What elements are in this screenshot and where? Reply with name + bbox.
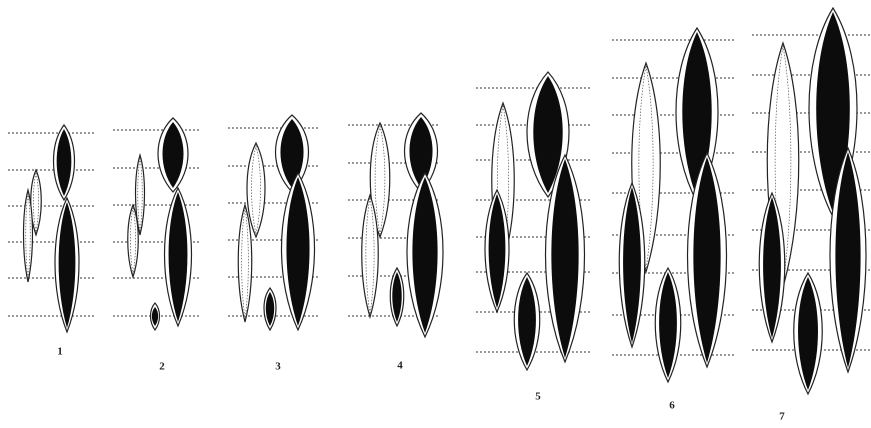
panel-label: 5: [535, 391, 541, 403]
light-cell: [127, 203, 139, 279]
cell-core: [551, 159, 579, 358]
light-cell: [22, 187, 34, 283]
panel-label: 4: [397, 360, 403, 372]
light-cell: [237, 202, 253, 323]
cell-core: [409, 117, 433, 188]
cell-core: [151, 307, 159, 326]
cell-core: [130, 207, 136, 275]
cell-core: [623, 187, 641, 343]
cell-core: [392, 272, 402, 322]
light-cell: [30, 168, 42, 237]
cell-core: [280, 119, 304, 188]
panel-label: 6: [669, 400, 675, 412]
cell-core: [33, 172, 39, 233]
cell-core: [374, 125, 386, 235]
cell-core: [162, 122, 184, 188]
light-cell: [369, 121, 391, 239]
panel-label: 1: [57, 346, 63, 358]
cell-core: [286, 177, 310, 326]
cell-core: [412, 177, 438, 333]
light-cell: [361, 193, 379, 320]
panel-label: 7: [779, 411, 785, 423]
cell-core: [58, 202, 76, 328]
cell-core: [168, 192, 188, 322]
light-cell: [134, 152, 146, 236]
cell-core: [488, 194, 506, 308]
cell-core: [251, 144, 261, 235]
cell-core: [241, 207, 249, 320]
cell-core: [693, 157, 721, 363]
cell-core: [763, 197, 781, 338]
cell-core: [533, 76, 563, 193]
cell-core: [265, 292, 275, 326]
cell-core: [682, 32, 712, 198]
cell-core: [816, 12, 850, 213]
light-cell: [246, 141, 266, 239]
cell-core: [56, 129, 72, 196]
cell-core: [798, 277, 818, 390]
cell-core: [638, 65, 654, 270]
cell-core: [659, 272, 677, 378]
panel-label: 2: [159, 361, 165, 373]
cell-core: [518, 277, 536, 366]
cell-core: [835, 152, 861, 368]
panel-label: 3: [275, 361, 281, 373]
